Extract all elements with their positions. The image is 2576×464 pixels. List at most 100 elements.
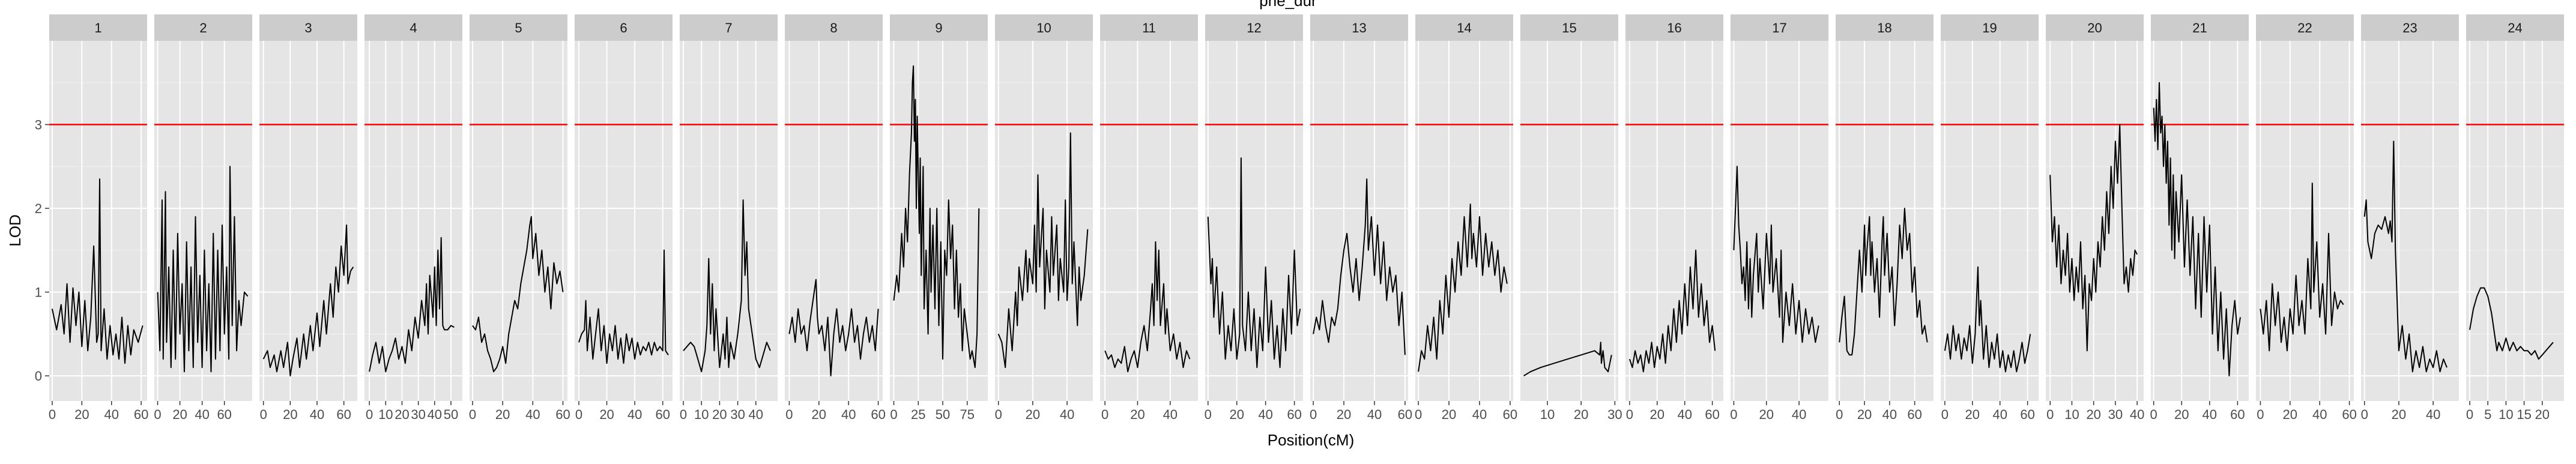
- facet-strip: [49, 14, 147, 41]
- lod-series-line: [997, 132, 1089, 369]
- x-tick-label: 30: [730, 407, 745, 422]
- facet-strip-label: 20: [2087, 20, 2102, 35]
- facet-strip-label: 17: [1772, 20, 1786, 35]
- facet-panel: 12 0 20 40 60: [1205, 14, 1303, 422]
- x-tick-label: 40: [525, 407, 540, 422]
- facet-strip-label: 22: [2297, 20, 2312, 35]
- facet-strip: [1310, 14, 1408, 41]
- x-tick-label: 0: [2046, 407, 2054, 422]
- x-tick-label: 0: [575, 407, 582, 422]
- x-tick-label: 40: [749, 407, 763, 422]
- panel-background: [2466, 41, 2564, 401]
- x-tick-label: 0: [1730, 407, 1737, 422]
- facet-strip-label: 3: [304, 20, 312, 35]
- facet-strip-label: 13: [1352, 20, 1366, 35]
- facet-strip: [995, 14, 1093, 41]
- facet-panel: 16 0 20 40 60: [1625, 14, 1723, 422]
- x-tick-label: 75: [960, 407, 975, 422]
- x-tick-label: 40: [1792, 407, 1806, 422]
- facet-panel: 8 0 20 40 60: [785, 14, 886, 422]
- panel-background: [1100, 41, 1198, 401]
- facet-strip: [259, 14, 357, 41]
- x-tick-label: 40: [310, 407, 324, 422]
- x-tick-label: 20: [1759, 407, 1774, 422]
- x-tick-label: 60: [1705, 407, 1719, 422]
- x-tick-label: 40: [2130, 407, 2144, 422]
- x-tick-label: 20: [599, 407, 614, 422]
- y-tick-label: 1: [35, 285, 42, 300]
- x-tick-label: 20: [2086, 407, 2100, 422]
- facet-strip: [1415, 14, 1513, 41]
- facet-strip: [1100, 14, 1198, 41]
- facet-panel: 17 0 20 40: [1730, 14, 1828, 422]
- x-tick-label: 20: [2174, 407, 2189, 422]
- y-axis-label: LOD: [6, 214, 24, 246]
- x-tick-label: 0: [1205, 407, 1212, 422]
- x-tick-label: 20: [1442, 407, 1456, 422]
- panel-background: [1310, 41, 1408, 401]
- y-tick-label: 3: [35, 118, 42, 133]
- x-tick-label: 40: [627, 407, 642, 422]
- panel-background: [1205, 41, 1303, 401]
- lod-series-line: [1628, 249, 1716, 373]
- x-tick-label: 60: [2342, 407, 2356, 422]
- facet-strip: [1205, 14, 1303, 41]
- x-tick-label: 40: [1992, 407, 2007, 422]
- facet-panel: 9 0 25 50 75: [890, 14, 988, 422]
- chart-title: phe_dur: [1259, 0, 1317, 10]
- x-tick-label: 10: [2064, 407, 2079, 422]
- facet-panel: 18 0 20 40 60: [1836, 14, 1934, 422]
- x-tick-label: 60: [2230, 407, 2245, 422]
- lod-series-line: [788, 279, 879, 377]
- panel-background: [2046, 41, 2144, 401]
- facet-strip: [470, 14, 567, 41]
- x-tick-label: 30: [2108, 407, 2123, 422]
- x-tick-label: 0: [366, 407, 373, 422]
- x-tick-label: 0: [680, 407, 687, 422]
- panel-background: [575, 41, 673, 401]
- facet-panel: 24 0 5 10 15 20: [2466, 14, 2564, 422]
- lod-series-line: [2469, 287, 2554, 360]
- facet-strip: [2046, 14, 2144, 41]
- facet-panel: 11 0 20 40: [1100, 14, 1198, 422]
- facet-panel: 19 0 20 40 60: [1941, 14, 2039, 422]
- facet-strip-label: 16: [1667, 20, 1681, 35]
- x-tick-label: 60: [871, 407, 885, 422]
- facet-strip: [1731, 14, 1828, 41]
- lod-series-line: [1207, 157, 1301, 369]
- x-tick-label: 40: [428, 407, 442, 422]
- x-tick-label: 0: [49, 407, 56, 422]
- x-tick-label: 20: [712, 407, 727, 422]
- x-tick-label: 0: [2466, 407, 2473, 422]
- x-tick-label: 60: [655, 407, 670, 422]
- lod-series-line: [1418, 203, 1508, 372]
- x-tick-label: 60: [1398, 407, 1412, 422]
- panel-background: [49, 41, 147, 401]
- x-tick-label: 25: [911, 407, 925, 422]
- facet-panel: 23 0 20 40: [2361, 14, 2459, 422]
- x-tick-label: 40: [1677, 407, 1692, 422]
- lod-series-line: [1839, 208, 1928, 356]
- x-tick-label: 20: [1574, 407, 1588, 422]
- facet-panel: 21 0 20 40 60: [2150, 14, 2249, 422]
- lod-series-line: [2049, 124, 2138, 352]
- facet-strip-label: 23: [2402, 20, 2417, 35]
- x-tick-label: 10: [2499, 407, 2513, 422]
- facet-strip-label: 19: [1982, 20, 1997, 35]
- facet-strip: [154, 14, 252, 41]
- facet-panel: 22 0 20 40 60: [2256, 14, 2357, 422]
- x-tick-label: 20: [1650, 407, 1664, 422]
- facet-panel: 60 20 40 60: [575, 14, 673, 422]
- facet-panel: 14 0 20 40 60: [1415, 14, 1517, 422]
- x-tick-label: 60: [1287, 407, 1301, 422]
- x-tick-label: 20: [1026, 407, 1040, 422]
- y-tick-label: 2: [35, 201, 42, 216]
- x-tick-label: 10: [694, 407, 709, 422]
- x-tick-label: 30: [411, 407, 425, 422]
- x-tick-label: 20: [1965, 407, 1980, 422]
- panel-background: [1625, 41, 1723, 401]
- panel-background: [995, 41, 1093, 401]
